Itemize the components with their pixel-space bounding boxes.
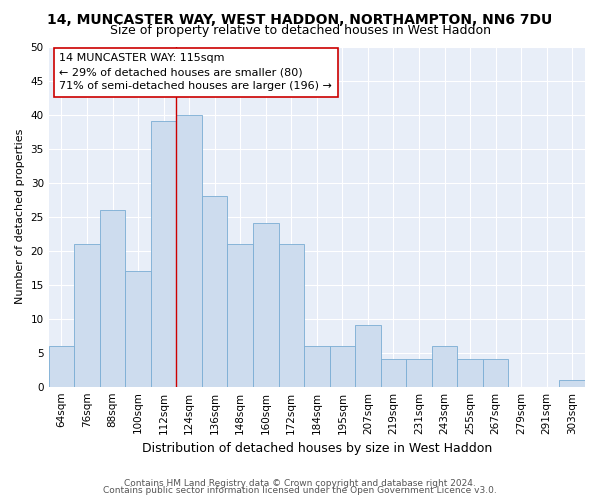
Bar xyxy=(329,346,355,387)
Bar xyxy=(432,346,457,387)
Bar xyxy=(406,360,432,386)
Bar xyxy=(380,360,406,386)
Text: Contains public sector information licensed under the Open Government Licence v3: Contains public sector information licen… xyxy=(103,486,497,495)
Bar xyxy=(49,346,74,387)
Bar xyxy=(559,380,585,386)
Bar xyxy=(483,360,508,386)
Bar xyxy=(457,360,483,386)
Bar xyxy=(227,244,253,386)
Text: 14, MUNCASTER WAY, WEST HADDON, NORTHAMPTON, NN6 7DU: 14, MUNCASTER WAY, WEST HADDON, NORTHAMP… xyxy=(47,12,553,26)
Y-axis label: Number of detached properties: Number of detached properties xyxy=(15,129,25,304)
Bar xyxy=(202,196,227,386)
Bar xyxy=(355,326,380,386)
Bar xyxy=(125,271,151,386)
Bar xyxy=(74,244,100,386)
Bar xyxy=(176,114,202,386)
X-axis label: Distribution of detached houses by size in West Haddon: Distribution of detached houses by size … xyxy=(142,442,492,455)
Bar xyxy=(100,210,125,386)
Bar xyxy=(278,244,304,386)
Bar xyxy=(304,346,329,387)
Bar xyxy=(151,122,176,386)
Text: Contains HM Land Registry data © Crown copyright and database right 2024.: Contains HM Land Registry data © Crown c… xyxy=(124,478,476,488)
Text: Size of property relative to detached houses in West Haddon: Size of property relative to detached ho… xyxy=(110,24,491,37)
Text: 14 MUNCASTER WAY: 115sqm
← 29% of detached houses are smaller (80)
71% of semi-d: 14 MUNCASTER WAY: 115sqm ← 29% of detach… xyxy=(59,54,332,92)
Bar xyxy=(253,224,278,386)
